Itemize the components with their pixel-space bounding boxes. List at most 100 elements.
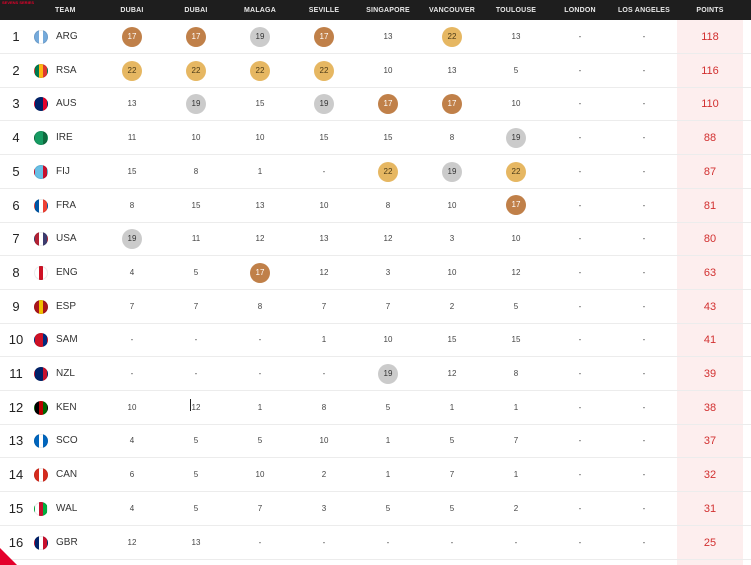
result-cell: 5 — [193, 470, 199, 480]
row-divider — [0, 390, 751, 391]
header-toulouse[interactable]: TOULOUSE — [495, 7, 537, 14]
table-row[interactable]: 2 RSA 22 22 22 22 10 13 5 - - 116 — [0, 54, 751, 88]
table-row[interactable]: 7 USA 19 11 12 13 12 3 10 - - 80 — [0, 222, 751, 257]
team-code[interactable]: NZL — [56, 368, 75, 379]
team-code[interactable]: ENG — [56, 266, 78, 278]
team-code[interactable]: AUS — [56, 98, 77, 110]
team-code[interactable]: ARG — [56, 31, 78, 42]
medal-badge: 17 — [250, 262, 270, 283]
table-row[interactable]: 10 SAM - - - 1 10 15 15 - - 41 — [0, 323, 751, 358]
team-code[interactable]: GBR — [56, 536, 78, 548]
rank: 12 — [8, 399, 24, 415]
team-code[interactable]: FIJ — [56, 165, 70, 177]
row-divider — [0, 457, 751, 459]
header-points[interactable]: POINTS — [696, 7, 724, 14]
nzl-flag-icon — [34, 367, 48, 381]
points-column-highlight — [677, 20, 743, 565]
points-total: 38 — [703, 401, 717, 414]
header-london[interactable]: LONDON — [564, 7, 596, 14]
medal-badge: 22 — [250, 60, 270, 81]
result-cell: 17 — [100, 20, 164, 54]
header-seville[interactable]: SEVILLE — [308, 7, 340, 14]
header-vancouver[interactable]: VANCOUVER — [428, 7, 475, 14]
table-row[interactable]: 5 FIJ 15 8 1 - 22 19 22 - - 87 — [0, 155, 751, 189]
medal-badge: 17 — [378, 94, 398, 115]
result-cell: 13 — [255, 200, 265, 210]
result-cell: 10 — [447, 200, 457, 210]
rank: 7 — [12, 231, 20, 247]
table-row[interactable]: 14 CAN 6 5 10 2 1 7 1 - - 32 — [0, 458, 751, 493]
team-code[interactable]: ESP — [56, 300, 77, 312]
points-total: 116 — [701, 64, 719, 77]
team-code[interactable]: WAL — [56, 502, 78, 514]
usa-flag-icon — [34, 232, 48, 247]
team-code[interactable]: SAM — [56, 334, 78, 346]
result-cell: 1 — [321, 335, 327, 345]
team-code[interactable]: CAN — [56, 469, 78, 481]
result-cell: 8 — [257, 301, 263, 311]
table-row[interactable]: 3 AUS 13 19 15 19 17 17 10 - - 110 — [0, 87, 751, 122]
result-cell: 10 — [319, 200, 329, 210]
result-cell: - — [578, 234, 582, 244]
table-row[interactable]: 6 FRA 8 15 13 10 8 10 17 - - 81 — [0, 189, 751, 223]
result-cell: 1 — [513, 402, 519, 412]
table-row[interactable]: 16 GBR 12 13 - - - - - - - 25 — [0, 526, 751, 560]
rank: 14 — [8, 467, 24, 483]
result-cell: - — [194, 335, 198, 345]
medal-badge: 22 — [506, 161, 526, 182]
result-cell: - — [578, 32, 582, 41]
result-cell: - — [642, 335, 646, 345]
team-code[interactable]: FRA — [56, 199, 76, 211]
team-code[interactable]: SCO — [56, 435, 78, 447]
row-divider — [0, 288, 751, 290]
result-cell: - — [322, 537, 326, 547]
rank: 13 — [8, 433, 24, 449]
result-cell: 13 — [511, 32, 521, 41]
result-cell: - — [578, 335, 582, 345]
result-cell: - — [578, 99, 582, 109]
table-row[interactable]: 12 KEN 10 12 1 8 5 1 1 - - 38 — [0, 391, 751, 425]
result-cell: 5 — [449, 436, 455, 446]
medal-badge: 22 — [186, 60, 206, 81]
header-los-angeles[interactable]: LOS ANGELES — [617, 7, 671, 14]
result-cell: 22 — [100, 54, 164, 88]
gbr-flag-icon — [34, 535, 48, 550]
table-row[interactable]: 8 ENG 4 5 17 12 3 10 12 - - 63 — [0, 256, 751, 290]
result-cell: 22 — [356, 155, 420, 189]
table-row[interactable]: 1 ARG 17 17 19 17 13 22 13 - - 118 — [0, 20, 751, 54]
team-code[interactable]: USA — [56, 233, 77, 245]
table-row[interactable]: 11 NZL - - - - 19 12 8 - - 39 — [0, 357, 751, 391]
header-malaga[interactable]: MALAGA — [244, 7, 276, 14]
result-cell: - — [642, 166, 646, 176]
esp-flag-icon — [34, 299, 48, 314]
table-row[interactable]: 13 SCO 4 5 5 10 1 5 7- -37 — [0, 424, 751, 459]
medal-badge: 17 — [442, 94, 462, 115]
result-cell: 19 — [484, 121, 548, 155]
result-cell: - — [642, 369, 646, 378]
table-row[interactable]: 9 ESP 7 7 8 7 7 2 5 - - 43 — [0, 290, 751, 324]
result-cell: 7 — [257, 503, 263, 513]
result-cell: 5 — [193, 267, 199, 277]
header-singapore[interactable]: SINGAPORE — [366, 7, 410, 14]
result-cell: 17 — [164, 20, 228, 54]
header-team[interactable]: TEAM — [55, 7, 76, 14]
points-total: 81 — [703, 199, 717, 212]
result-cell: 12 — [127, 537, 137, 547]
result-cell: 10 — [255, 133, 265, 143]
header-dubai-2[interactable]: DUBAI — [184, 7, 208, 14]
result-cell: 1 — [385, 436, 391, 446]
header-dubai[interactable]: DUBAI — [120, 7, 144, 14]
result-cell: - — [642, 537, 646, 547]
medal-badge: 19 — [506, 127, 526, 148]
points-total: 87 — [703, 165, 717, 178]
team-code[interactable]: RSA — [56, 64, 77, 76]
team-code[interactable]: IRE — [56, 132, 73, 144]
table-row[interactable]: 15 WAL 4 5 7 3 5 5 2 - - 31 — [0, 492, 751, 526]
result-cell: - — [578, 470, 582, 480]
team-code[interactable]: KEN — [56, 401, 77, 413]
result-cell: 5 — [385, 503, 391, 513]
can-flag-icon — [34, 468, 48, 483]
result-cell: 10 — [447, 267, 457, 277]
table-row[interactable]: 4 IRE 11 10 10 15 15 8 19 - - 88 — [0, 121, 751, 156]
result-cell: - — [578, 166, 582, 176]
